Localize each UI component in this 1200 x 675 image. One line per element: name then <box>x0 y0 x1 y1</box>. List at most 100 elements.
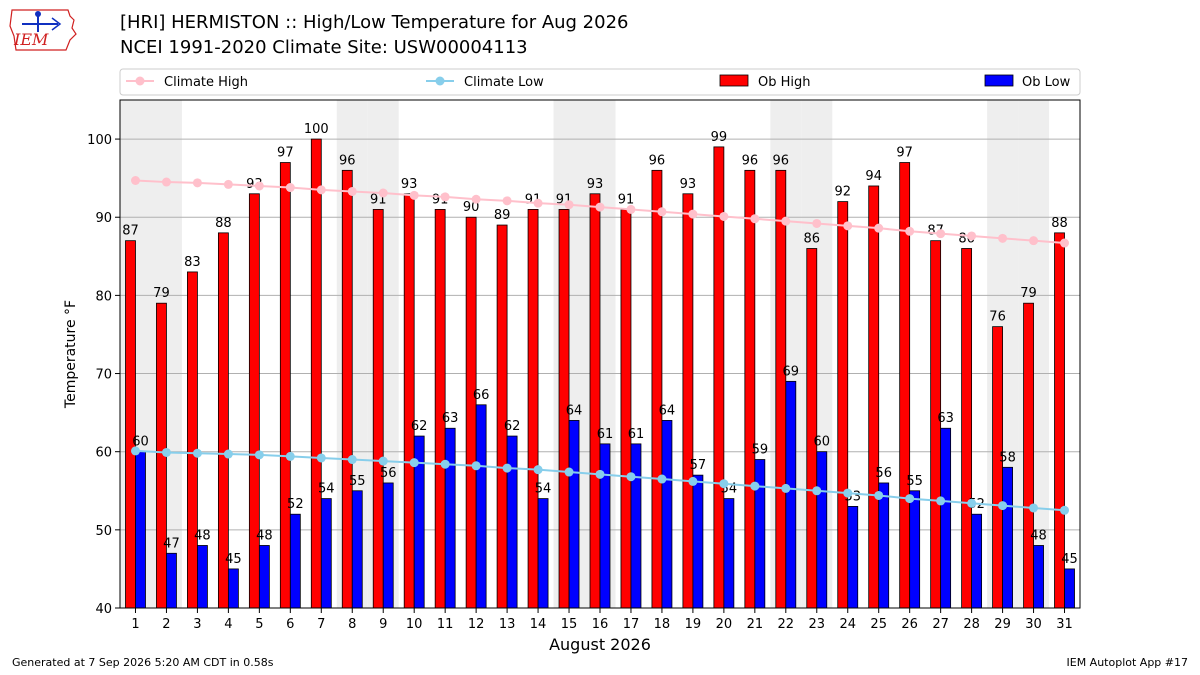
x-tick-label: 25 <box>870 617 887 632</box>
ob-low-bar <box>1064 568 1075 609</box>
ob-low-bar <box>351 490 363 609</box>
ob-high-bar <box>465 216 477 609</box>
climate-high-point <box>1029 236 1039 246</box>
ob-low-bar <box>444 427 456 609</box>
climate-low-point <box>347 455 357 465</box>
climate-low-point <box>998 501 1008 511</box>
climate-high-point <box>843 221 853 231</box>
ob-high-bar <box>992 326 1003 609</box>
climate-low-point <box>1060 505 1070 515</box>
climate-high-point <box>998 233 1008 243</box>
legend-climate-high-marker <box>135 76 145 86</box>
x-tick-label: 14 <box>530 617 547 632</box>
climate-high-point <box>409 190 419 200</box>
x-tick-label: 24 <box>839 617 856 632</box>
ob-high-label: 83 <box>184 255 201 270</box>
ob-high-label: 99 <box>711 130 728 145</box>
climate-low-point <box>1029 503 1039 513</box>
climate-low-point <box>719 479 729 489</box>
ob-low-label: 54 <box>535 482 552 497</box>
x-tick-label: 9 <box>379 617 387 632</box>
climate-high-point <box>874 223 884 233</box>
climate-high-point <box>316 185 326 195</box>
climate-high-point <box>161 177 171 187</box>
ob-low-bar <box>1002 466 1013 609</box>
ob-high-bar <box>806 248 818 609</box>
ob-high-bar <box>868 185 880 609</box>
x-tick-label: 3 <box>193 617 201 632</box>
legend-climate-low-label: Climate Low <box>464 75 544 90</box>
climate-high-point <box>130 175 140 185</box>
ob-high-bar <box>310 138 322 609</box>
ob-low-bar <box>909 490 921 609</box>
climate-high-point <box>285 183 295 193</box>
ob-low-label: 59 <box>752 443 769 458</box>
ob-low-bar <box>971 513 983 609</box>
climate-high-point <box>502 196 512 206</box>
x-tick-label: 2 <box>162 617 170 632</box>
x-tick-label: 15 <box>561 617 578 632</box>
ob-high-label: 93 <box>587 177 604 192</box>
iem-logo <box>9 9 77 51</box>
ob-high-label: 90 <box>463 200 480 215</box>
ob-high-label: 96 <box>339 153 356 168</box>
climate-high-point <box>347 186 357 196</box>
x-tick-label: 22 <box>778 617 795 632</box>
ob-high-bar <box>434 209 446 609</box>
climate-low-point <box>564 467 574 477</box>
climate-low-point <box>440 459 450 469</box>
climate-high-point <box>626 204 636 214</box>
ob-low-bar <box>785 380 797 609</box>
ob-low-label: 61 <box>597 427 614 442</box>
legend-climate-high-label: Climate High <box>164 75 248 90</box>
climate-high-point <box>812 218 822 228</box>
ob-high-bar <box>187 271 198 609</box>
ob-high-label: 88 <box>215 216 232 231</box>
x-tick-label: 1 <box>131 617 139 632</box>
ob-low-label: 56 <box>380 466 397 481</box>
ob-low-bar <box>227 568 239 609</box>
legend-ob-high-swatch <box>719 74 749 87</box>
ob-low-bar <box>599 443 611 609</box>
x-tick-label: 12 <box>468 617 485 632</box>
x-tick-label: 4 <box>224 617 232 632</box>
x-tick-label: 18 <box>654 617 671 632</box>
x-tick-label: 30 <box>1025 617 1042 632</box>
ob-low-label: 56 <box>875 466 892 481</box>
ob-high-bar <box>744 169 756 609</box>
climate-high-point <box>657 207 667 217</box>
ob-low-label: 48 <box>194 528 211 543</box>
ob-high-label: 93 <box>680 177 697 192</box>
climate-low-point <box>688 476 698 486</box>
ob-low-bar <box>320 498 332 609</box>
ob-low-label: 61 <box>628 427 645 442</box>
ob-high-bar <box>651 169 663 609</box>
climate-low-point <box>533 465 543 475</box>
climate-low-point <box>595 469 605 479</box>
climate-high-point <box>254 181 264 191</box>
ob-high-bar <box>527 209 539 609</box>
ob-high-bar <box>961 248 973 609</box>
ob-low-label: 69 <box>783 364 800 379</box>
ob-high-label: 86 <box>804 231 821 246</box>
ob-low-bar <box>1033 545 1044 609</box>
climate-high-point <box>967 231 977 241</box>
ob-low-bar <box>537 498 549 609</box>
iem-logo-text: IEM <box>14 30 49 49</box>
y-tick-label: 50 <box>95 524 112 539</box>
legend-ob-low-label: Ob Low <box>1022 75 1071 90</box>
climate-high-point <box>378 188 388 198</box>
ob-high-bar <box>775 169 787 609</box>
y-tick-label: 60 <box>95 446 112 461</box>
ob-low-bar <box>940 427 952 609</box>
x-tick-label: 6 <box>286 617 294 632</box>
climate-low-point <box>502 463 512 473</box>
climate-low-point <box>223 449 233 459</box>
climate-low-point <box>936 496 946 506</box>
ob-low-label: 62 <box>411 419 428 434</box>
ob-low-label: 58 <box>999 450 1016 465</box>
ob-low-label: 48 <box>256 528 273 543</box>
legend-box <box>119 68 1081 96</box>
ob-low-bar <box>166 552 177 609</box>
